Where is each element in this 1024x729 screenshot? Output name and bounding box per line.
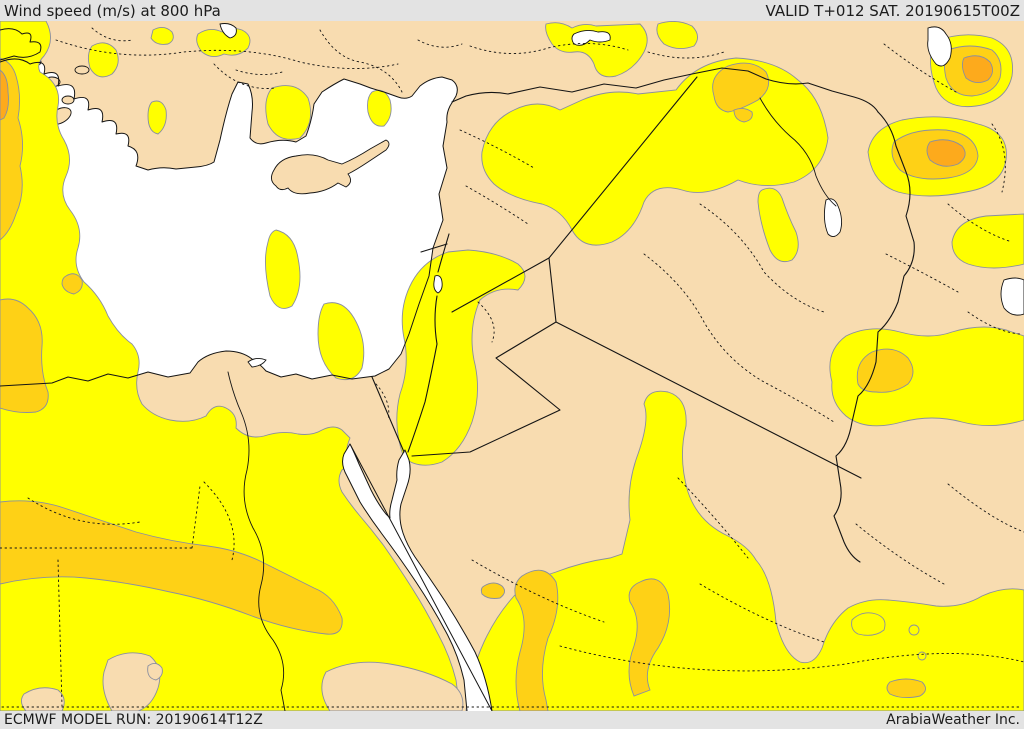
wind-yellow-anatolia: [196, 27, 251, 57]
footer-bar: ECMWF MODEL RUN: 20190614T12Z ArabiaWeat…: [0, 711, 1024, 729]
admin-boundary-syria: [459, 129, 535, 343]
wind-gold-bottom-oval: [886, 678, 926, 699]
border-iraq-iran: [833, 111, 915, 563]
wind-yellow-sea-blob: [265, 229, 301, 309]
admin-boundary-iraq: [643, 203, 835, 423]
aegean-island: [74, 65, 90, 75]
wind-yellow-anatolia: [87, 42, 119, 78]
wind-yellow-streak: [757, 187, 799, 263]
lake-tharthar: [823, 198, 843, 237]
border-jordan-saudi: [411, 321, 561, 457]
wind-yellow-coastal: [147, 100, 167, 135]
wind-yellow-anatolia: [656, 21, 698, 49]
wind-gold-oval: [61, 273, 83, 295]
wind-gold-se-turkey-small: [733, 107, 753, 123]
wind-yellow-east-edge: [951, 213, 1024, 269]
wind-gold-saudi-snake: [628, 578, 671, 697]
aegean-island: [61, 95, 75, 105]
admin-boundary-saudi: [471, 477, 1024, 672]
wind-gold-east-iran: [856, 348, 914, 393]
border-jordan-valley: [407, 233, 450, 453]
nile-river: [227, 371, 286, 711]
wind-gold-oval: [480, 582, 505, 599]
red-sea: [342, 444, 492, 711]
wind-yellow-coastal: [265, 85, 312, 140]
wind-yellow-hole: [917, 651, 927, 661]
border-jordan-iraq: [548, 257, 557, 323]
wind-yellow-hole: [851, 612, 886, 636]
cyprus-island: [271, 139, 390, 195]
mediterranean-sea: [0, 58, 458, 386]
wind-yellow-anatolia-lake: [545, 22, 648, 78]
wind-gold-egypt-band: [0, 500, 343, 635]
wind-gold-saudi-snake: [514, 569, 559, 711]
wind-yellow-coastal: [367, 89, 392, 127]
valid-time-label: VALID T+012 SAT. 20190615T00Z: [765, 1, 1020, 20]
mediterranean-coastline: [0, 58, 458, 387]
wind-orange-west-sliver: [0, 69, 9, 121]
calm-area-east: [1000, 277, 1024, 316]
wind-gold-se-turkey: [712, 62, 770, 113]
wind-yellow-anatolia: [150, 27, 174, 45]
land-hole: [321, 661, 464, 711]
land-hole: [102, 652, 161, 711]
bardawil-lagoon: [247, 357, 267, 368]
wind-orange-ne-core: [961, 55, 993, 83]
wind-orange-east-core: [926, 139, 966, 167]
land-hole: [21, 687, 65, 711]
border-syria-jordan: [451, 257, 550, 313]
aegean-coastline: [0, 28, 42, 61]
header-bar: Wind speed (m/s) at 800 hPa VALID T+012 …: [0, 0, 1024, 21]
border-iraq-saudi: [555, 321, 862, 479]
dead-sea: [433, 275, 443, 294]
land-hole: [147, 663, 163, 681]
red-sea-coastline: [342, 443, 493, 711]
border-syria-iraq: [548, 76, 698, 259]
wind-map: [0, 21, 1024, 711]
page-title: Wind speed (m/s) at 800 hPa: [4, 1, 221, 20]
wind-yellow-arabia-south: [465, 390, 1024, 711]
border-egypt-israel: [371, 376, 405, 453]
lake-urmia: [927, 26, 952, 67]
wind-map-canvas: [0, 21, 1024, 711]
admin-boundary-iran: [883, 43, 1021, 335]
lake-tuz: [219, 23, 237, 39]
credit-label: ArabiaWeather Inc.: [886, 712, 1020, 728]
model-run-label: ECMWF MODEL RUN: 20190614T12Z: [4, 712, 263, 728]
admin-boundary-egypt: [0, 383, 390, 707]
border-turkey-south: [451, 67, 879, 113]
lake-keban: [571, 29, 611, 46]
admin-boundary-turkey: [55, 27, 725, 93]
tigris-river: [759, 97, 837, 207]
wind-yellow-jordan-band: [396, 249, 526, 466]
wind-yellow-hole: [908, 624, 920, 636]
